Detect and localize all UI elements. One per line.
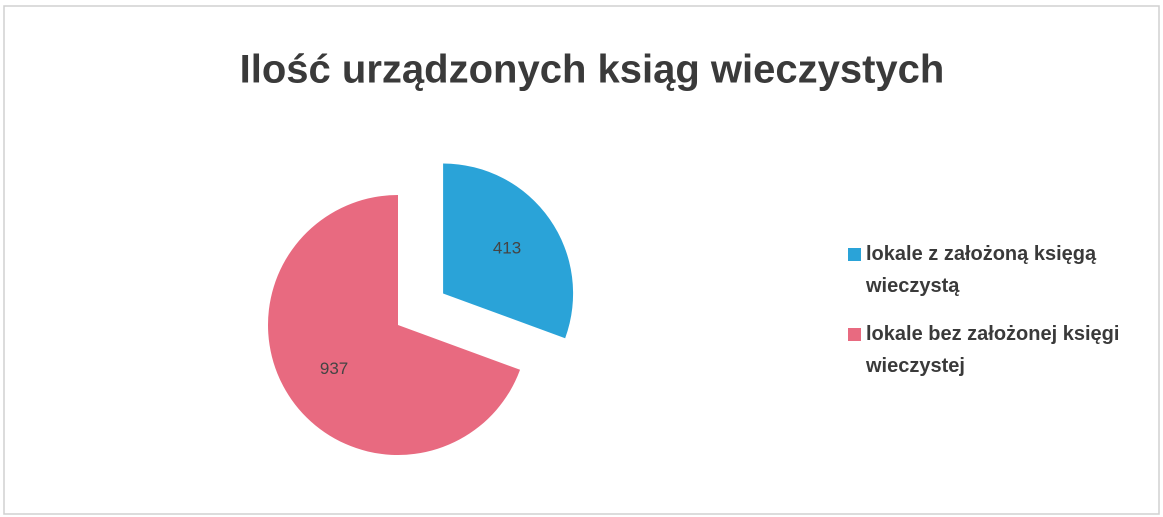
data-label: 937	[320, 359, 348, 378]
legend-swatch	[848, 328, 861, 341]
pie-slice	[443, 163, 574, 339]
frame	[3, 5, 1160, 515]
legend-item: lokale bez założonej księgi wieczystej	[848, 318, 1148, 382]
data-label: 413	[493, 238, 521, 257]
chart-title: Ilość urządzonych ksiąg wieczystych	[240, 48, 945, 92]
legend-item: lokale z założoną księgą wieczystą	[848, 238, 1148, 302]
legend-swatch	[848, 248, 861, 261]
legend-label: lokale z założoną księgą wieczystą	[866, 243, 1097, 297]
pie-slice	[268, 195, 521, 455]
legend-label: lokale bez założonej księgi wieczystej	[866, 323, 1120, 377]
